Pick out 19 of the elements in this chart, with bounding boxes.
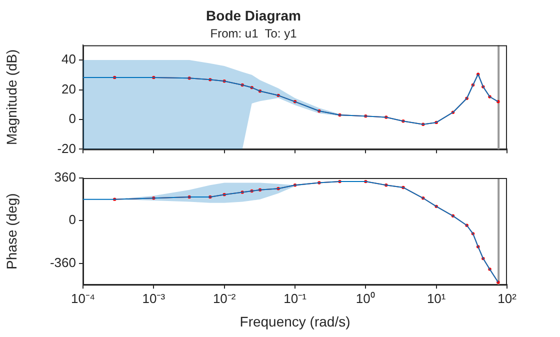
chart-subtitle: From: u1 To: y1 bbox=[210, 26, 298, 40]
chart-title: Bode Diagram bbox=[206, 7, 301, 24]
y-tick-label: -20 bbox=[57, 140, 76, 156]
x-tick-label: 10⁻³ bbox=[142, 290, 166, 306]
y-tick-label: 0 bbox=[68, 212, 76, 228]
x-tick-label: 10⁰ bbox=[356, 290, 376, 306]
x-tick-label: 10⁻² bbox=[212, 290, 236, 306]
x-tick-label: 10² bbox=[498, 290, 518, 306]
x-tick-label: 10¹ bbox=[426, 290, 446, 306]
y-axis-title: Phase (deg) bbox=[3, 193, 20, 270]
y-tick-label: -360 bbox=[50, 254, 76, 270]
y-tick-label: 40 bbox=[62, 52, 76, 67]
y-tick-label: 20 bbox=[62, 81, 76, 96]
x-tick-label: 10⁻¹ bbox=[284, 290, 308, 306]
y-axis-title: Magnitude (dB) bbox=[3, 49, 20, 146]
x-axis-title: Frequency (rad/s) bbox=[240, 313, 350, 330]
y-tick-label: 360 bbox=[54, 170, 76, 185]
x-tick-label: 10⁻⁴ bbox=[70, 290, 96, 306]
y-tick-label: 0 bbox=[68, 111, 76, 126]
